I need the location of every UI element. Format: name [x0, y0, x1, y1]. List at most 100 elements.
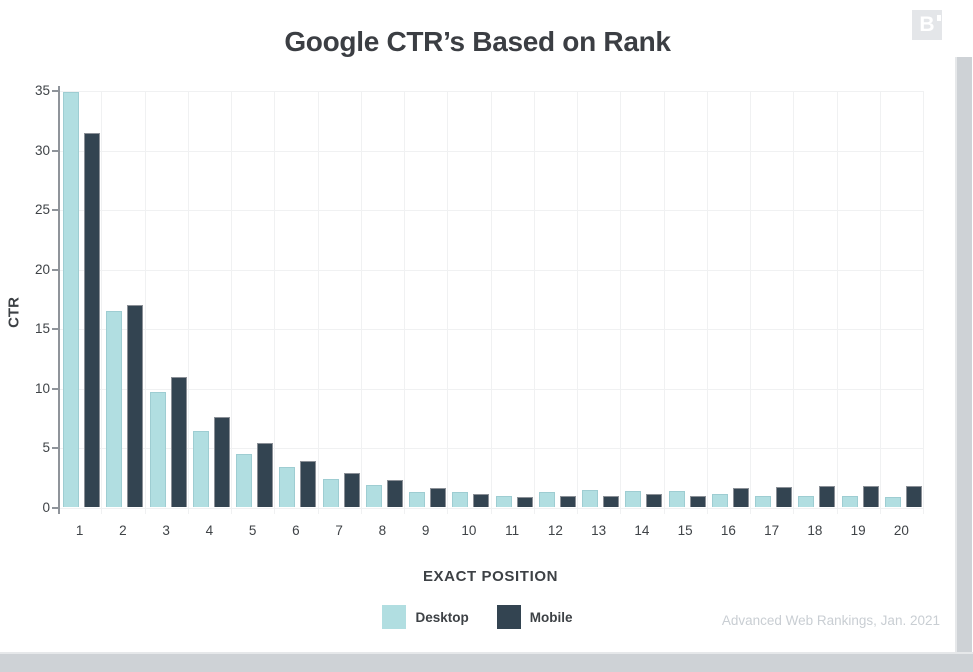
x-axis-tick-label: 6 — [292, 523, 300, 538]
tick-y — [52, 149, 59, 152]
legend-item-mobile: Mobile — [496, 605, 573, 629]
bar-desktop-9 — [409, 492, 425, 508]
legend-label-mobile: Mobile — [529, 609, 573, 625]
brand-logo-dot-icon — [937, 15, 941, 21]
bar-mobile-6 — [300, 461, 317, 508]
gridline-v — [663, 91, 665, 514]
bar-mobile-4 — [213, 417, 230, 508]
x-axis-tick-label: 13 — [591, 523, 607, 538]
gridline-v — [879, 91, 881, 514]
x-axis-tick-label: 9 — [421, 523, 430, 538]
y-axis-tick-label: 20 — [34, 261, 50, 277]
gridline-v — [101, 91, 103, 514]
gridline-v — [447, 91, 449, 514]
legend: Desktop Mobile — [0, 605, 955, 629]
y-axis-tick-label: 0 — [42, 499, 50, 515]
x-axis-tick-label: 7 — [335, 523, 343, 538]
x-axis-tick-label: 3 — [162, 523, 170, 538]
gridline-v — [706, 91, 708, 514]
bar-mobile-20 — [905, 486, 922, 508]
bar-desktop-15 — [668, 490, 685, 508]
tick-y — [52, 209, 59, 211]
gridline-v — [144, 91, 146, 514]
x-axis-tick-label: 15 — [677, 523, 693, 538]
brand-logo: B — [912, 10, 942, 40]
bar-desktop-11 — [495, 495, 512, 508]
bar-mobile-10 — [473, 494, 490, 508]
brand-logo-letter: B — [919, 13, 935, 36]
bar-desktop-16 — [711, 494, 728, 508]
x-axis-tick-label: 18 — [807, 523, 823, 538]
x-axis-tick-label: 4 — [205, 523, 214, 538]
tick-y — [52, 268, 59, 271]
gridline-v — [317, 91, 319, 514]
bar-mobile-13 — [603, 495, 619, 508]
gridline-v — [404, 91, 405, 514]
chart-title: Google CTR’s Based on Rank — [284, 26, 671, 57]
tick-y — [52, 90, 59, 92]
gridline-v — [187, 91, 189, 514]
bar-desktop-18 — [798, 495, 815, 508]
x-axis-tick-label: 11 — [505, 523, 520, 538]
y-axis-tick-label: 15 — [34, 321, 50, 336]
x-axis-tick-label: 1 — [75, 523, 84, 538]
y-axis-tick-label: 25 — [34, 202, 50, 217]
bar-desktop-2 — [106, 311, 123, 508]
gridline-v — [923, 91, 924, 514]
bar-mobile-12 — [559, 495, 576, 508]
bar-mobile-3 — [170, 376, 187, 508]
bar-mobile-16 — [732, 488, 749, 508]
bar-mobile-14 — [646, 494, 663, 508]
gridline-v — [836, 91, 838, 514]
y-axis-tick-label: 30 — [34, 142, 50, 158]
bar-desktop-19 — [841, 495, 858, 508]
gridline-v — [577, 91, 578, 514]
bar-desktop-4 — [192, 431, 209, 508]
bar-mobile-15 — [689, 495, 706, 508]
legend-label-desktop: Desktop — [415, 609, 469, 625]
bar-desktop-17 — [755, 495, 771, 508]
x-axis-tick-label: 20 — [893, 523, 909, 538]
bar-desktop-20 — [884, 496, 901, 508]
bar-mobile-19 — [862, 486, 879, 508]
legend-item-desktop: Desktop — [382, 605, 469, 629]
x-axis-tick-label: 14 — [634, 523, 650, 538]
horizontal-scrollbar[interactable] — [0, 652, 973, 672]
bar-desktop-14 — [625, 490, 642, 508]
bar-desktop-6 — [279, 467, 296, 508]
gridline-v — [750, 91, 751, 514]
x-axis-tick-label: 2 — [119, 523, 127, 538]
bar-desktop-3 — [149, 392, 166, 508]
tick-y — [52, 506, 59, 509]
bar-desktop-12 — [538, 492, 555, 508]
gridline-v — [360, 91, 362, 514]
bar-desktop-1 — [63, 92, 79, 508]
x-axis-tick-label: 8 — [378, 523, 387, 538]
vertical-scrollbar[interactable] — [955, 57, 972, 672]
x-axis-tick-label: 19 — [850, 523, 866, 538]
y-axis-tick-label: 10 — [34, 380, 50, 396]
y-axis-line — [58, 86, 60, 514]
tick-y — [52, 328, 59, 330]
bar-desktop-5 — [236, 453, 252, 508]
tick-y — [52, 387, 59, 390]
bar-desktop-13 — [582, 489, 598, 508]
y-axis-tick-label: 5 — [42, 440, 50, 455]
bar-mobile-5 — [257, 443, 273, 508]
gridline-v — [490, 91, 492, 514]
bar-mobile-18 — [819, 486, 836, 508]
x-axis-tick-label: 10 — [461, 523, 477, 538]
bar-mobile-17 — [776, 487, 792, 508]
bar-mobile-7 — [343, 472, 360, 508]
bar-desktop-10 — [452, 492, 469, 508]
bar-desktop-7 — [322, 478, 339, 508]
gridline-v — [274, 91, 276, 514]
x-axis-title: EXACT POSITION — [422, 568, 559, 585]
gridline-v — [793, 91, 795, 514]
bar-mobile-9 — [430, 488, 446, 508]
gridline-v — [533, 91, 535, 514]
x-axis-tick-label: 12 — [547, 523, 563, 538]
tick-y — [52, 447, 59, 449]
